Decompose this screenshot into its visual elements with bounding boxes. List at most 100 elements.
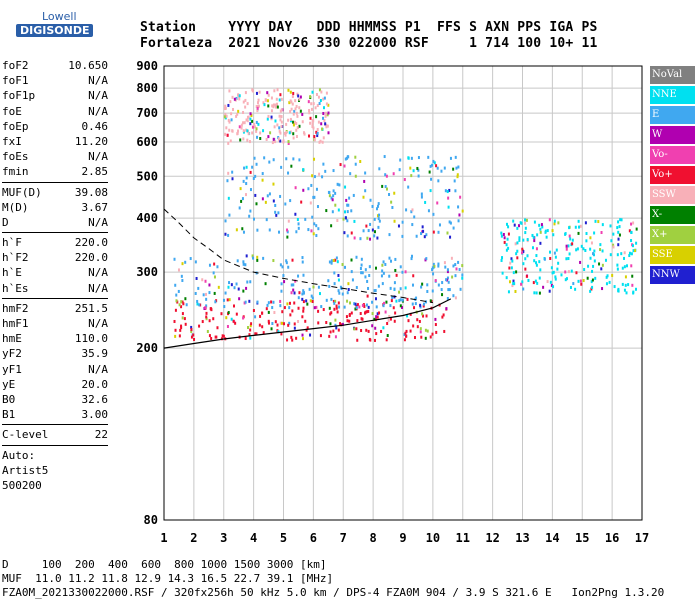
echo-point [630, 239, 633, 243]
echo-point [280, 289, 283, 293]
echo-point [210, 337, 213, 341]
echo-point [420, 285, 423, 289]
echo-point [413, 215, 416, 219]
echo-point [347, 288, 350, 292]
param-name: h`F2 [2, 251, 29, 265]
echo-point [315, 93, 318, 97]
param-name: h`Es [2, 281, 29, 295]
echo-point [404, 270, 407, 274]
echo-point [262, 331, 265, 335]
echo-point [617, 230, 620, 234]
echo-point [330, 311, 333, 315]
echo-point [328, 194, 331, 198]
echo-point [284, 133, 287, 137]
echo-point [608, 280, 611, 284]
echo-point [302, 131, 305, 135]
echo-point [362, 195, 365, 199]
echo-point [458, 268, 461, 272]
echo-point [276, 102, 279, 106]
echo-point [635, 227, 638, 231]
echo-point [630, 222, 633, 226]
echo-point [257, 98, 260, 102]
x-tick-label: 7 [340, 531, 347, 545]
echo-point [359, 267, 362, 271]
echo-point [329, 330, 332, 334]
echo-point [290, 291, 293, 295]
echo-point [452, 264, 455, 268]
echo-point [245, 165, 248, 169]
param-value: 220.0 [74, 236, 108, 250]
echo-point [223, 115, 226, 119]
y-tick-label: 600 [136, 135, 158, 149]
echo-point [368, 273, 371, 277]
echo-point [216, 265, 219, 269]
echo-point [623, 288, 626, 292]
echo-point [461, 264, 464, 268]
echo-point [355, 285, 358, 289]
auto-software: Artist5 [2, 463, 49, 477]
echo-point [360, 329, 363, 333]
echo-point [598, 262, 601, 266]
echo-point [310, 229, 313, 233]
param-value: 0.46 [81, 119, 109, 133]
echo-point [289, 110, 292, 114]
legend-entry-w: W [650, 126, 695, 144]
echo-point [313, 222, 316, 226]
echo-point [180, 324, 183, 328]
echo-point [522, 238, 525, 242]
x-tick-label: 14 [545, 531, 559, 545]
echo-point [389, 317, 392, 321]
echo-point [208, 263, 211, 267]
echo-point [282, 139, 285, 143]
echo-point [434, 323, 437, 327]
echo-point [182, 302, 185, 306]
echo-point [205, 317, 208, 321]
echo-point [624, 275, 627, 279]
x-tick-label: 11 [456, 531, 470, 545]
param-value: 32.6 [81, 392, 109, 406]
echo-point [237, 287, 240, 291]
echo-point [349, 172, 352, 176]
echo-point [444, 189, 447, 193]
echo-point [324, 169, 327, 173]
echo-point [389, 286, 392, 290]
echo-point [224, 291, 227, 295]
echo-point [249, 112, 252, 116]
echo-point [195, 276, 198, 280]
echo-point [232, 319, 235, 323]
echo-point [390, 299, 393, 303]
echo-point [354, 155, 357, 159]
echo-point [432, 262, 435, 266]
echo-point [293, 109, 296, 113]
echo-point [516, 256, 519, 260]
echo-point [256, 228, 259, 232]
echo-point [416, 166, 419, 170]
echo-point [388, 256, 391, 260]
echo-point [457, 165, 460, 169]
echo-point [227, 233, 230, 237]
echo-point [322, 106, 325, 110]
echo-point [289, 99, 292, 103]
echo-point [337, 328, 340, 332]
echo-point [291, 309, 294, 313]
param-value: N/A [88, 150, 108, 164]
echo-point [421, 312, 424, 316]
echo-point [309, 201, 312, 205]
echo-point [427, 155, 430, 159]
echo-point [447, 280, 450, 284]
echo-point [509, 261, 512, 265]
param-name: foEp [2, 119, 29, 133]
echo-point [413, 336, 416, 340]
echo-point [601, 249, 604, 253]
echo-point [336, 310, 339, 314]
echo-point [341, 322, 344, 326]
echo-point [500, 234, 503, 238]
echo-point [405, 334, 408, 338]
echo-point [371, 300, 374, 304]
echo-point [424, 200, 427, 204]
echo-point [336, 218, 339, 222]
echo-point [365, 310, 368, 314]
echo-point [312, 285, 315, 289]
param-row: B0 32.6 [2, 392, 108, 407]
echo-point [599, 243, 602, 247]
